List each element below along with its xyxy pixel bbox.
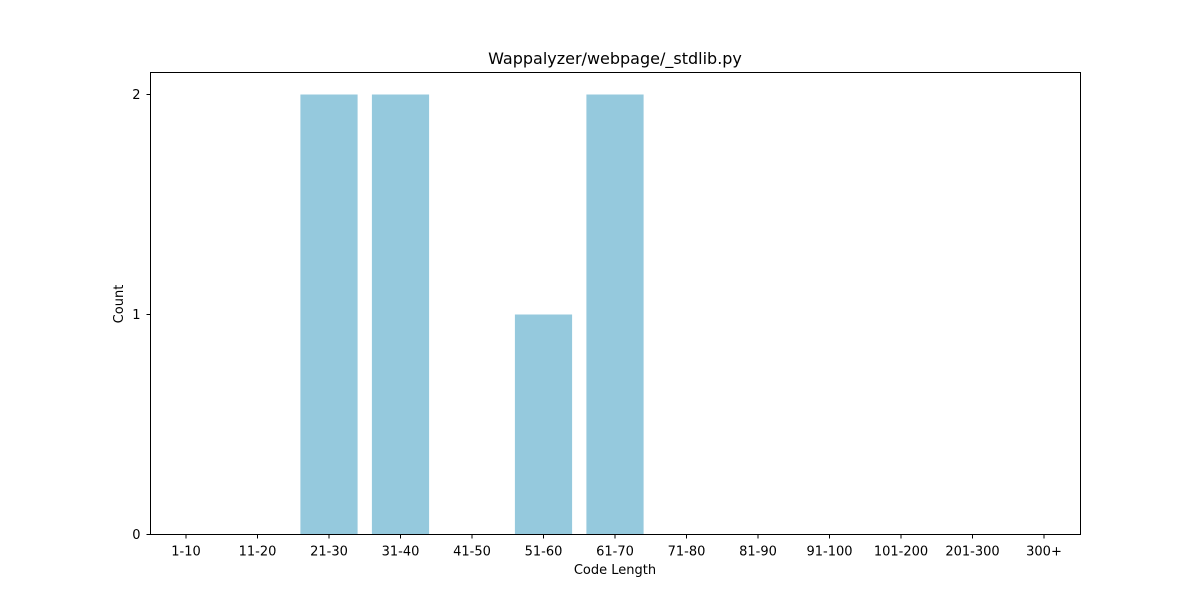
x-tick-label: 81-90	[739, 545, 777, 560]
x-tick-label: 101-200	[874, 545, 928, 560]
bar-31-40	[371, 94, 430, 535]
x-tick-label: 21-30	[310, 545, 348, 560]
x-tick-label: 300+	[1026, 545, 1062, 560]
x-tick-label: 11-20	[239, 545, 277, 560]
bars-layer	[300, 94, 644, 535]
bar-61-70	[586, 94, 644, 535]
x-tick-label: 201-300	[945, 545, 999, 560]
x-axis-label: Code Length	[574, 563, 656, 578]
x-tick-label: 41-50	[453, 545, 491, 560]
bar-51-60	[514, 314, 573, 535]
y-tick-label: 2	[132, 88, 140, 103]
y-tick-label: 0	[132, 528, 140, 543]
chart-title: Wappalyzer/webpage/_stdlib.py	[488, 49, 742, 69]
ticks-layer: 1-10 11-20 21-30 31-40 41-50 51-60 61-70 71-80 8…	[132, 88, 1062, 560]
x-tick-label: 51-60	[525, 545, 563, 560]
bar-21-30	[300, 94, 358, 535]
y-tick-label: 1	[132, 308, 140, 323]
x-tick-label: 31-40	[382, 545, 420, 560]
y-axis-label: Count	[112, 285, 127, 324]
plot-frame	[150, 72, 1081, 535]
x-tick-label: 71-80	[668, 545, 706, 560]
x-tick-label: 91-100	[806, 545, 852, 560]
x-tick-label: 1-10	[171, 545, 201, 560]
x-tick-label: 61-70	[596, 545, 634, 560]
